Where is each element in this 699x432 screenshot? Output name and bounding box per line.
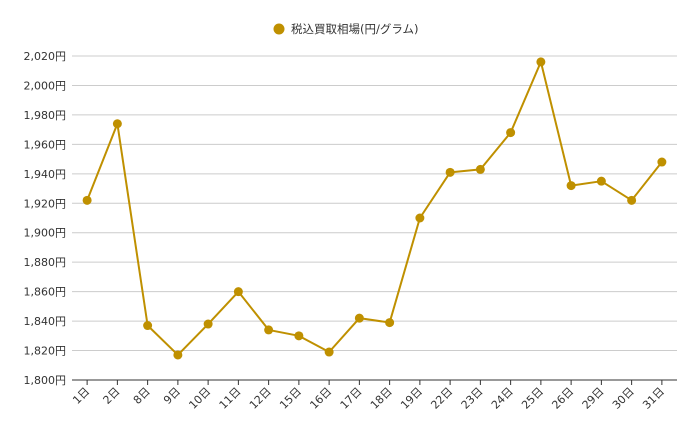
x-tick-label: 18日 [368,385,395,412]
y-tick-label: 1,960円 [24,138,67,151]
x-tick-label: 29日 [580,385,607,412]
data-point-24日[interactable] [506,128,516,138]
x-tick-label: 25日 [519,385,546,412]
x-tick-label: 19日 [398,385,425,412]
x-tick-label: 30日 [610,385,637,412]
legend-label: 税込買取相場(円/グラム) [291,22,419,36]
x-tick-label: 26日 [549,385,576,412]
legend: 税込買取相場(円/グラム) [273,22,419,36]
y-tick-label: 1,880円 [24,256,67,269]
x-tick-label: 10日 [186,385,213,412]
x-tick-label: 16日 [307,385,334,412]
x-tick-label: 23日 [459,385,486,412]
data-point-29日[interactable] [596,176,606,186]
data-point-15日[interactable] [294,331,304,341]
data-point-11日[interactable] [233,287,243,297]
x-tick-label: 8日 [131,385,153,407]
y-axis: 1,800円 1,820円 1,840円 1,860円 1,880円 1,900円 1,92… [24,50,67,387]
y-tick-label: 2,020円 [24,50,67,63]
y-tick-label: 1,840円 [24,315,67,328]
x-tick-label: 22日 [428,385,455,412]
data-point-2日[interactable] [112,119,122,129]
x-axis: 1日 2日 8日 9日 10日 11日 12日 15日 16日 17日 18日 19日 22日 23日 24… [70,380,667,412]
x-tick-label: 9日 [161,385,183,407]
data-point-26日[interactable] [566,181,576,191]
y-tick-label: 1,860円 [24,286,67,299]
x-tick-label: 17日 [338,385,365,412]
data-point-18日[interactable] [385,318,395,328]
x-tick-label: 15日 [277,385,304,412]
data-point-31日[interactable] [657,157,667,167]
y-tick-label: 1,900円 [24,227,67,240]
data-point-10日[interactable] [203,319,213,329]
x-tick-label: 31日 [640,385,667,412]
y-tick-label: 1,980円 [24,109,67,122]
data-point-1日[interactable] [82,195,92,205]
y-tick-label: 2,000円 [24,79,67,92]
data-point-23日[interactable] [475,164,485,174]
series-line [86,60,663,356]
y-tick-label: 1,940円 [24,168,67,181]
data-point-8日[interactable] [143,321,153,331]
y-tick-label: 1,800円 [24,374,67,387]
x-tick-label: 11日 [217,385,244,412]
data-point-17日[interactable] [354,313,364,323]
y-tick-label: 1,820円 [24,345,67,358]
series-layer [82,57,667,360]
data-point-12日[interactable] [264,325,274,335]
y-tick-label: 1,920円 [24,197,67,210]
data-point-25日[interactable] [536,57,546,67]
data-point-30日[interactable] [627,195,637,205]
x-tick-label: 2日 [101,385,123,407]
x-tick-label: 24日 [489,385,516,412]
x-tick-label: 12日 [247,385,274,412]
x-tick-label: 1日 [70,385,92,407]
data-point-16日[interactable] [324,347,334,357]
data-point-19日[interactable] [415,213,425,223]
data-point-22日[interactable] [445,167,455,177]
gridlines [72,55,677,381]
data-point-9日[interactable] [173,350,183,360]
legend-marker [273,23,285,35]
